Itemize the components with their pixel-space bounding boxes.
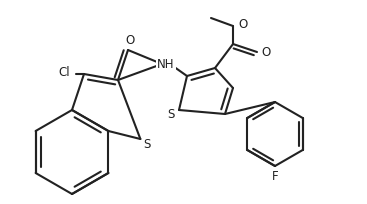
Text: F: F <box>272 170 278 183</box>
Text: Cl: Cl <box>58 67 70 80</box>
Text: O: O <box>126 33 135 47</box>
Text: O: O <box>239 18 248 31</box>
Text: S: S <box>144 137 151 151</box>
Text: S: S <box>167 108 175 121</box>
Text: O: O <box>261 45 270 59</box>
Text: NH: NH <box>157 58 175 71</box>
